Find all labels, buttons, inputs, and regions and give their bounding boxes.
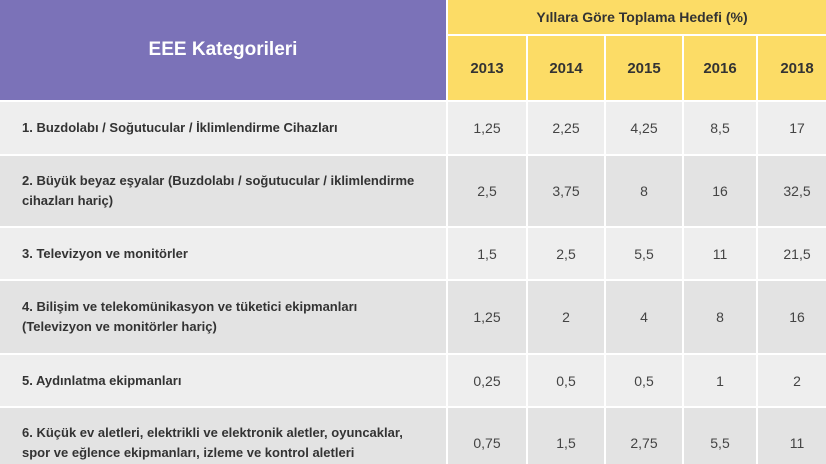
table-cell: 5,5 — [606, 228, 682, 279]
table-cell: 0,5 — [528, 355, 604, 406]
table-cell: 2,5 — [528, 228, 604, 279]
table-cell: 16 — [684, 156, 756, 226]
table-cell: 1,25 — [448, 281, 526, 353]
table-cell: 0,5 — [606, 355, 682, 406]
table-cell: 8 — [606, 156, 682, 226]
row-label-refrigerators: 1. Buzdolabı / Soğutucular / İklimlendir… — [0, 102, 446, 154]
table-cell: 16 — [758, 281, 826, 353]
table-cell: 11 — [684, 228, 756, 279]
table-cell: 8,5 — [684, 102, 756, 154]
table-cell: 1 — [684, 355, 756, 406]
table-cell: 0,75 — [448, 408, 526, 464]
table-cell: 2 — [758, 355, 826, 406]
row-label-lighting: 5. Aydınlatma ekipmanları — [0, 355, 446, 406]
table-cell: 2,5 — [448, 156, 526, 226]
table-cell: 32,5 — [758, 156, 826, 226]
row-label-tv-monitors: 3. Televizyon ve monitörler — [0, 228, 446, 279]
table-cell: 5,5 — [684, 408, 756, 464]
table-cell: 3,75 — [528, 156, 604, 226]
table-cell: 17 — [758, 102, 826, 154]
year-header-2014: 2014 — [528, 36, 604, 100]
category-column-header: EEE Kategorileri — [0, 0, 446, 100]
table-cell: 21,5 — [758, 228, 826, 279]
year-header-2015: 2015 — [606, 36, 682, 100]
table-cell: 4 — [606, 281, 682, 353]
table-cell: 0,25 — [448, 355, 526, 406]
row-label-small-appliances: 6. Küçük ev aletleri, elektrikli ve elek… — [0, 408, 446, 464]
table-cell: 1,5 — [528, 408, 604, 464]
table-cell: 1,25 — [448, 102, 526, 154]
table-cell: 8 — [684, 281, 756, 353]
table-cell: 11 — [758, 408, 826, 464]
table-cell: 2,75 — [606, 408, 682, 464]
year-header-2016: 2016 — [684, 36, 756, 100]
row-label-large-white-goods: 2. Büyük beyaz eşyalar (Buzdolabı / soğu… — [0, 156, 446, 226]
row-label-it-telecom: 4. Bilişim ve telekomünikasyon ve tüketi… — [0, 281, 446, 353]
year-header-2013: 2013 — [448, 36, 526, 100]
table-cell: 1,5 — [448, 228, 526, 279]
table-cell: 4,25 — [606, 102, 682, 154]
table-cell: 2 — [528, 281, 604, 353]
table-cell: 2,25 — [528, 102, 604, 154]
yearly-target-group-header: Yıllara Göre Toplama Hedefi (%) — [448, 0, 826, 34]
year-header-2018: 2018 — [758, 36, 826, 100]
